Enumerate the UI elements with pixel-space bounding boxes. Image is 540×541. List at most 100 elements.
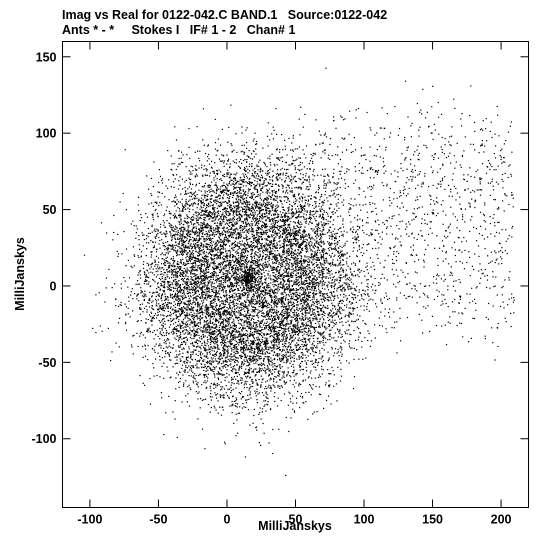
scatter-point [214, 312, 216, 314]
scatter-point [274, 342, 276, 344]
scatter-point [259, 195, 261, 197]
scatter-point [296, 239, 298, 241]
scatter-point [281, 371, 283, 373]
scatter-point [393, 192, 395, 194]
scatter-point [278, 205, 280, 207]
scatter-point [196, 197, 198, 199]
scatter-point [143, 234, 145, 236]
scatter-point [290, 302, 292, 304]
scatter-point [251, 301, 253, 303]
scatter-point [250, 289, 252, 291]
scatter-point [288, 247, 290, 249]
scatter-point [246, 229, 248, 231]
scatter-point [162, 245, 164, 247]
scatter-point [213, 330, 215, 333]
scatter-point [242, 160, 245, 162]
scatter-point [217, 330, 219, 332]
scatter-point [349, 279, 351, 282]
scatter-point [178, 163, 180, 165]
scatter-point [247, 214, 249, 216]
scatter-point [485, 316, 487, 318]
scatter-point [242, 231, 244, 233]
scatter-point [175, 234, 177, 236]
scatter-point [187, 360, 189, 362]
scatter-point [206, 205, 208, 207]
scatter-point [249, 274, 251, 276]
scatter-point [355, 239, 357, 241]
scatter-point [298, 146, 300, 148]
scatter-point [286, 255, 288, 257]
scatter-point [262, 147, 264, 149]
scatter-point [162, 242, 164, 244]
scatter-point [188, 204, 190, 206]
scatter-point [350, 334, 352, 336]
scatter-point [399, 207, 401, 209]
scatter-point [224, 343, 226, 346]
scatter-point [316, 411, 318, 413]
scatter-point [177, 286, 179, 288]
scatter-point [334, 212, 336, 214]
scatter-point [181, 274, 183, 276]
scatter-point [252, 192, 254, 194]
scatter-point [370, 167, 373, 169]
scatter-point [206, 259, 208, 262]
scatter-point [250, 324, 252, 326]
scatter-point [389, 132, 392, 134]
scatter-point [267, 244, 269, 246]
scatter-point [508, 298, 510, 300]
scatter-point [322, 142, 324, 144]
scatter-point [323, 344, 325, 346]
scatter-point [367, 283, 369, 285]
scatter-point [155, 271, 157, 273]
scatter-point [489, 168, 491, 171]
scatter-point [161, 281, 163, 283]
scatter-point [282, 250, 284, 252]
scatter-point [179, 298, 181, 300]
scatter-point [284, 231, 286, 233]
scatter-point [231, 412, 233, 414]
scatter-point [173, 309, 175, 311]
scatter-point [375, 247, 377, 249]
scatter-point [143, 267, 145, 269]
scatter-point [293, 375, 295, 377]
scatter-point [257, 255, 259, 257]
scatter-point [239, 275, 241, 277]
scatter-point [478, 152, 480, 154]
scatter-point [345, 284, 347, 286]
scatter-point [321, 356, 323, 358]
scatter-point [310, 322, 312, 324]
scatter-point [228, 219, 230, 221]
scatter-point [276, 337, 278, 340]
scatter-point [213, 211, 215, 213]
scatter-point [341, 317, 343, 319]
scatter-point [159, 288, 161, 290]
scatter-point [198, 340, 200, 342]
scatter-point [288, 287, 290, 289]
scatter-point [284, 192, 287, 194]
scatter-point [256, 388, 258, 390]
scatter-point [239, 167, 241, 169]
scatter-point [295, 172, 297, 174]
scatter-point [210, 256, 212, 258]
scatter-point [248, 290, 250, 292]
scatter-point [312, 162, 314, 164]
scatter-point [311, 344, 313, 346]
scatter-point [273, 218, 275, 220]
scatter-point [338, 263, 340, 265]
scatter-point [265, 385, 267, 387]
scatter-point [329, 217, 332, 219]
scatter-point [221, 374, 223, 376]
scatter-point [215, 324, 218, 326]
scatter-point [285, 339, 287, 341]
scatter-point [510, 312, 512, 314]
scatter-point [304, 241, 306, 243]
scatter-point [233, 337, 235, 339]
scatter-point [215, 347, 217, 349]
scatter-point [283, 373, 285, 375]
scatter-point [339, 310, 341, 312]
scatter-point [311, 281, 313, 283]
scatter-point [172, 331, 175, 333]
scatter-point [310, 272, 312, 274]
scatter-point [240, 206, 242, 208]
scatter-point [186, 313, 188, 315]
